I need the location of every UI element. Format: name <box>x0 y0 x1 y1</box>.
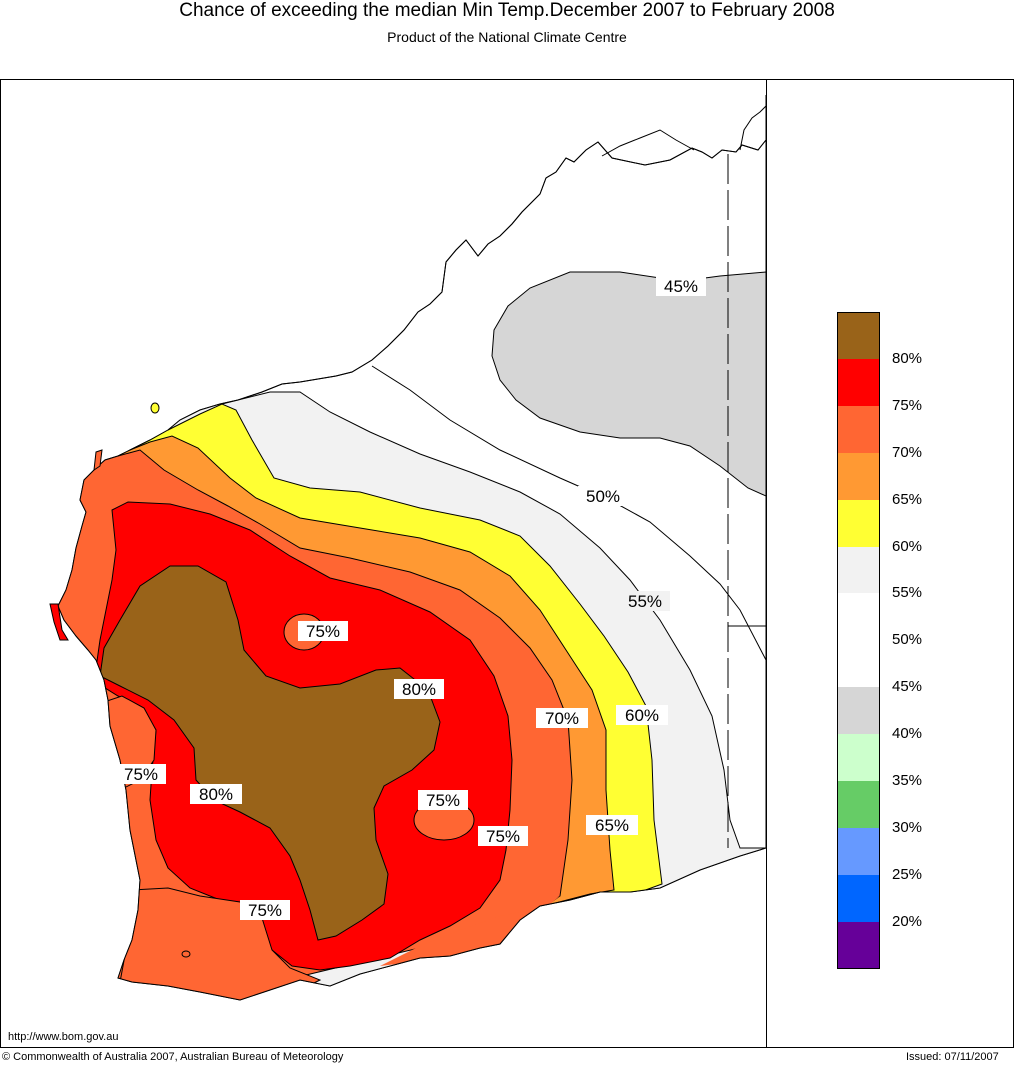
legend-swatch <box>837 921 880 970</box>
source-url: http://www.bom.gov.au <box>8 1031 119 1043</box>
legend-label: 20% <box>892 912 923 930</box>
legend-label: 40% <box>892 725 923 743</box>
contour-label-text: 75% <box>124 765 158 784</box>
contour-label-text: 65% <box>595 816 629 835</box>
zone-70-75-south <box>380 896 560 966</box>
legend-swatch <box>837 827 880 876</box>
contour-label-text: 80% <box>402 680 436 699</box>
contour-label-65: 65% <box>586 815 638 835</box>
contour-label-text: 60% <box>625 706 659 725</box>
contour-label-text: 75% <box>426 791 460 810</box>
legend-label: 70% <box>892 443 923 461</box>
legend-label: 75% <box>892 396 923 414</box>
zone-80-plus <box>99 565 441 941</box>
contour-label-45: 45% <box>656 276 706 296</box>
island-north <box>150 402 160 414</box>
contour-label-text: 55% <box>628 592 662 611</box>
issued-date: Issued: 07/11/2007 <box>906 1051 999 1063</box>
contour-label-text: 80% <box>199 785 233 804</box>
contour-label-80: 80% <box>394 679 444 699</box>
island-south <box>181 950 191 958</box>
contour-label-60: 60% <box>616 705 668 725</box>
legend-label: 80% <box>892 349 923 367</box>
legend-label: 45% <box>892 678 923 696</box>
contour-label-75: 75% <box>418 790 468 810</box>
legend-label: 60% <box>892 537 923 555</box>
contour-label-75: 75% <box>240 900 290 920</box>
contour-label-70: 70% <box>536 708 588 728</box>
legend-swatch <box>837 452 880 501</box>
legend-swatch <box>837 687 880 735</box>
legend-label: 35% <box>892 772 923 789</box>
legend-swatch <box>837 781 880 829</box>
contour-label-50: 50% <box>578 486 628 506</box>
legend-swatch <box>837 593 880 641</box>
map-subtitle: Product of the National Climate Centre <box>387 29 627 45</box>
contour-label-text: 50% <box>586 487 620 506</box>
legend-swatch <box>837 312 880 360</box>
copyright-notice: © Commonwealth of Australia 2007, Austra… <box>2 1051 344 1063</box>
contour-label-80: 80% <box>190 784 242 804</box>
legend-swatch <box>837 874 880 923</box>
contour-labels: 45% 50% 55% 60% 65% 70% 75% 75% <box>116 276 706 920</box>
zone-40-45 <box>491 271 766 497</box>
legend-swatch <box>837 499 880 547</box>
contour-label-text: 75% <box>486 827 520 846</box>
legend-swatch <box>837 640 880 688</box>
contour-label-text: 45% <box>664 277 698 296</box>
contour-label-text: 75% <box>306 622 340 641</box>
legend-swatch <box>837 734 880 782</box>
contour-label-text: 75% <box>248 901 282 920</box>
map-title: Chance of exceeding the median Min Temp.… <box>179 0 835 21</box>
contour-label-55: 55% <box>620 591 670 611</box>
legend-swatch <box>837 546 880 594</box>
legend-label: 25% <box>892 865 923 883</box>
legend-label: 55% <box>892 584 923 602</box>
coast-detail-north <box>601 129 695 157</box>
map-legend-divider <box>766 79 767 1048</box>
legend-swatch <box>837 358 880 407</box>
island-west <box>93 449 103 472</box>
contour-label-text: 70% <box>545 709 579 728</box>
legend-label: 30% <box>892 818 923 836</box>
legend-label: 50% <box>892 631 923 649</box>
legend-swatch <box>837 405 880 454</box>
contour-label-75: 75% <box>298 621 348 641</box>
contour-label-75: 75% <box>478 826 528 846</box>
contour-label-75: 75% <box>116 764 166 784</box>
coast-detail-northeast <box>739 105 766 151</box>
legend-label: 65% <box>892 490 923 508</box>
island-dirk-hartog <box>49 603 69 641</box>
